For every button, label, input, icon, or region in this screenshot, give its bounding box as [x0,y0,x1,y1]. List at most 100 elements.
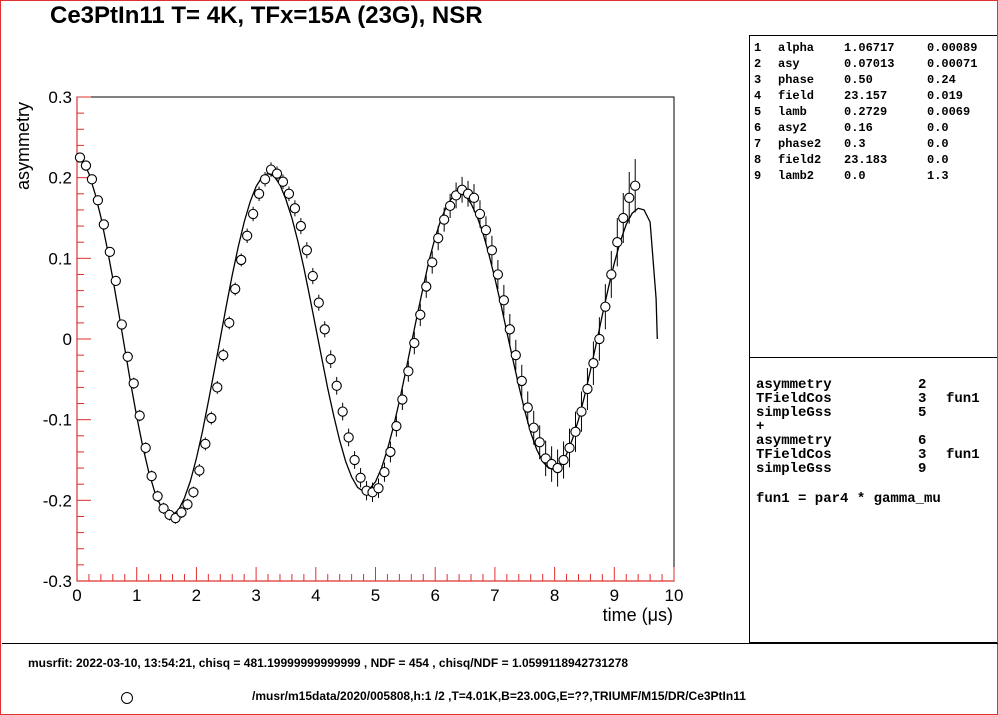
data-point [516,364,527,398]
data-marker [182,499,193,510]
data-marker [439,214,450,225]
data-point [158,502,169,515]
x-tick-label: 1 [132,586,141,605]
x-tick-label: 10 [665,586,684,605]
data-point [86,174,98,185]
theory-line: asymmetry 6 [756,434,992,448]
theory-box: asymmetry 2 TFieldCos 3 fun1 simpleGss 5 + asymm… [749,358,997,643]
data-point [176,506,187,519]
data-point [403,360,414,382]
y-tick-label: 0.1 [48,249,72,268]
data-point [295,218,307,235]
data-point [206,411,217,425]
data-marker [104,246,115,258]
x-tick-label: 0 [72,586,81,605]
parameter-row: 1 alpha 1.06717 0.00089 [754,40,977,56]
data-point [259,172,271,187]
data-marker [516,375,527,387]
data-marker [331,380,342,391]
parameter-value: 0.3 [844,137,866,151]
data-point [337,402,348,421]
theory-line: + [756,420,992,434]
data-point [218,348,229,362]
data-point [110,275,121,287]
data-marker [397,394,408,405]
data-point [241,228,253,244]
data-marker [624,192,635,203]
data-marker [510,349,521,361]
data-point [331,376,342,395]
data-marker [349,454,360,466]
data-point [104,246,115,258]
data-marker [116,319,127,330]
data-marker [582,383,593,395]
data-marker [277,176,289,187]
data-point [116,319,127,330]
data-point [349,451,360,469]
theory-a: asymmetry [756,377,832,393]
data-point [474,200,486,228]
data-point [146,470,157,482]
x-tick-label: 6 [430,586,439,605]
parameter-name: field2 [778,153,822,167]
data-marker [528,422,539,433]
data-point [74,152,86,163]
data-marker [212,382,223,393]
parameter-error: 0.00071 [927,57,978,71]
data-point [325,350,336,369]
data-layer [74,152,641,524]
parameter-value: 23.157 [844,89,888,103]
data-point [468,184,480,212]
data-marker [128,378,139,389]
plot-title: Ce3PtIn11 T= 4K, TFx=15A (23G), NSR [50,2,483,29]
data-marker [98,219,110,230]
data-marker [259,174,271,185]
data-marker [427,257,438,268]
data-point [492,259,504,289]
parameter-error: 0.0 [927,121,949,135]
data-marker [230,283,241,295]
data-marker [122,351,133,362]
parameter-row: 4 field 23.157 0.019 [754,88,977,104]
data-point [600,284,611,330]
parameter-name: asy [778,57,800,71]
data-marker [630,180,641,191]
data-point [528,410,539,445]
data-marker [474,208,486,220]
data-point [373,478,384,498]
data-marker [313,297,324,308]
data-point [128,377,139,390]
theory-b: 6 [918,433,927,449]
y-tick-label: -0.3 [43,572,72,591]
data-point [194,464,205,477]
data-marker [415,309,426,320]
parameter-no: 8 [754,153,762,167]
parameter-value: 0.2729 [844,105,888,119]
data-marker [600,301,611,312]
data-marker [283,188,295,199]
x-tick-label: 7 [490,586,499,605]
y-tick-label: -0.1 [43,411,72,430]
parameter-error: 0.24 [927,73,956,87]
parameter-row: 8 field2 23.183 0.0 [754,152,977,168]
parameter-no: 2 [754,57,762,71]
parameter-name: alpha [778,41,815,55]
data-point [534,425,545,460]
data-point [92,195,104,206]
data-marker [271,168,283,179]
data-point [319,321,330,338]
data-marker [373,483,384,494]
parameter-error: 0.0 [927,137,949,151]
parameter-name: asy2 [778,121,807,135]
theory-a: TFieldCos [756,447,832,463]
data-point [355,468,366,488]
theory-a: simpleGss [756,405,832,421]
data-marker [618,212,629,224]
data-point [224,316,235,330]
data-marker [343,432,354,443]
data-marker [492,269,504,280]
data-point [343,428,354,447]
parameter-row: 7 phase2 0.3 0.0 [754,136,977,152]
data-marker [421,281,432,292]
